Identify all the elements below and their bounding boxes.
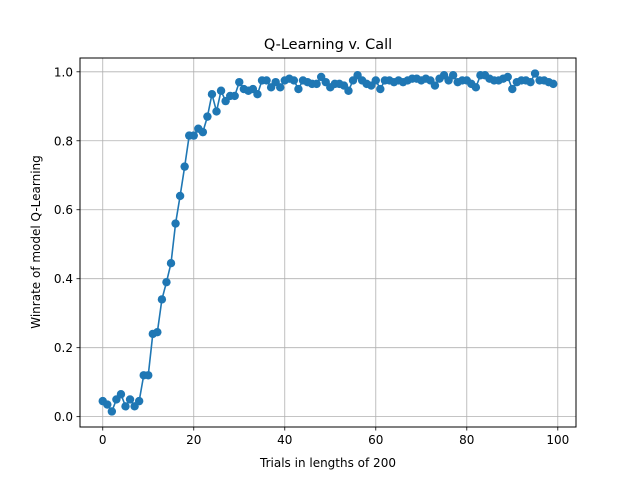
data-point [508, 84, 517, 94]
data-point [549, 79, 558, 89]
data-point [430, 81, 440, 90]
data-point [253, 90, 262, 99]
data-point [230, 91, 239, 101]
y-axis-label: Winrate of model Q-Learning [29, 155, 43, 329]
data-point [157, 295, 167, 304]
x-tick-label: 80 [459, 433, 474, 447]
data-point [376, 84, 385, 94]
data-point [162, 277, 171, 287]
data-point [103, 400, 112, 409]
data-point [503, 72, 512, 82]
data-point [448, 71, 458, 80]
data-point [116, 390, 126, 399]
data-point [153, 327, 162, 337]
y-tick-label: 0.2 [54, 341, 73, 355]
y-tick-label: 0.4 [54, 272, 73, 286]
data-point [294, 84, 303, 94]
data-point [471, 83, 481, 92]
data-point [171, 219, 180, 228]
data-point [212, 107, 221, 116]
data-point [175, 191, 185, 201]
data-point [371, 76, 380, 85]
y-tick-label: 0.8 [54, 134, 73, 148]
x-tick-label: 40 [277, 433, 292, 447]
y-tick-label: 1.0 [54, 65, 73, 79]
data-point [189, 131, 198, 140]
chart-title: Q-Learning v. Call [264, 37, 392, 53]
data-point [198, 127, 208, 137]
data-point [125, 395, 135, 404]
plot-area-frame [79, 57, 577, 428]
series-layer [98, 69, 558, 416]
data-point [203, 112, 212, 121]
data-point [312, 79, 321, 89]
data-point [289, 76, 299, 85]
data-point [262, 76, 271, 85]
data-point [344, 86, 353, 95]
data-point [526, 77, 535, 87]
x-tick-label: 20 [186, 433, 201, 447]
data-point [216, 86, 226, 95]
data-point [207, 90, 217, 99]
data-point [276, 83, 285, 92]
data-point [134, 396, 144, 406]
data-point [107, 407, 117, 416]
data-point [144, 371, 153, 380]
x-tick-label: 60 [368, 433, 383, 447]
x-tick-label: 0 [99, 433, 107, 447]
x-axis-label: Trials in lengths of 200 [259, 456, 396, 470]
y-tick-label: 0.6 [54, 203, 73, 217]
data-point [166, 258, 176, 268]
data-point [180, 162, 189, 171]
x-tick-label: 100 [546, 433, 569, 447]
data-point [121, 402, 130, 411]
y-tick-label: 0.0 [54, 410, 73, 424]
data-point [235, 77, 244, 87]
grid [80, 58, 576, 427]
data-point [530, 69, 540, 78]
axis-ticks: 0 20 40 60 80 100 0.0 0.2 0.4 0.6 0.8 1.0 [54, 65, 569, 447]
